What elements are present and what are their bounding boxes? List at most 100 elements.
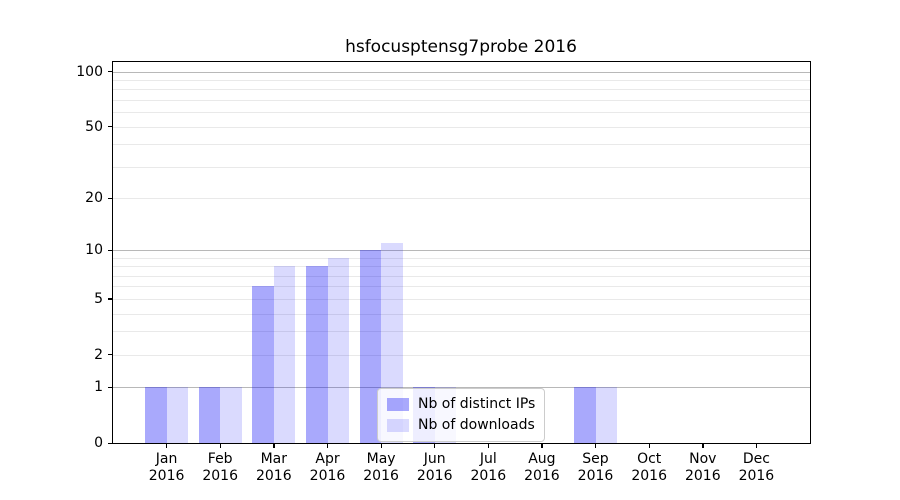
y-tick-label-5: 5 xyxy=(94,290,103,307)
major-gridline-100 xyxy=(113,71,810,73)
y-tick-mark-10 xyxy=(108,249,113,251)
x-tick-month: Feb xyxy=(207,451,233,467)
x-tick-mark-jul xyxy=(487,443,490,448)
x-tick-month: Oct xyxy=(637,451,662,467)
minor-gridline-70 xyxy=(113,100,810,101)
minor-gridline-4 xyxy=(113,313,810,315)
x-tick-mark-jan xyxy=(166,443,168,448)
bar-nb-of-distinct-ips-jan xyxy=(145,387,167,443)
x-tick-label-sep: Sep 2016 xyxy=(568,451,624,485)
x-tick-mark-oct xyxy=(648,443,650,448)
y-tick-mark-1 xyxy=(108,386,113,388)
x-tick-mark-apr xyxy=(327,443,329,448)
x-tick-mark-sep xyxy=(595,443,597,448)
legend-swatch-distinct-ips xyxy=(387,398,409,411)
minor-gridline-40 xyxy=(113,144,810,146)
x-tick-month: Apr xyxy=(315,451,340,467)
minor-gridline-8 xyxy=(113,266,810,268)
x-tick-year: 2016 xyxy=(363,468,399,484)
y-tick-label-2: 2 xyxy=(94,346,103,363)
y-tick-label-1: 1 xyxy=(94,379,103,396)
x-tick-label-jul: Jul 2016 xyxy=(460,451,516,485)
minor-gridline-5 xyxy=(113,298,810,300)
bar-nb-of-distinct-ips-feb xyxy=(198,387,221,443)
x-tick-month: Jan xyxy=(155,451,178,467)
bar-nb-of-downloads-sep xyxy=(595,387,617,443)
major-gridline-10 xyxy=(113,250,810,251)
minor-gridline-30 xyxy=(113,166,810,168)
x-tick-label-dec: Dec 2016 xyxy=(728,451,784,485)
x-tick-label-nov: Nov 2016 xyxy=(675,451,731,485)
y-tick-mark-100 xyxy=(108,71,113,73)
legend-label-distinct-ips: Nb of distinct IPs xyxy=(418,396,536,412)
y-tick-mark-50 xyxy=(108,126,113,128)
x-tick-month: Nov xyxy=(689,451,717,467)
minor-gridline-7 xyxy=(113,275,810,277)
x-tick-year: 2016 xyxy=(202,468,238,484)
minor-gridline-6 xyxy=(113,286,810,288)
minor-gridline-50 xyxy=(113,126,810,128)
x-tick-label-oct: Oct 2016 xyxy=(621,451,677,485)
x-tick-month: Mar xyxy=(260,451,287,467)
x-tick-mark-jun xyxy=(434,443,436,448)
y-tick-label-10: 10 xyxy=(85,242,103,258)
bar-nb-of-downloads-feb xyxy=(220,387,242,443)
x-tick-month: Jul xyxy=(479,451,497,467)
x-tick-year: 2016 xyxy=(631,468,667,484)
chart-title: hsfocusptensg7probe 2016 xyxy=(345,37,577,57)
x-tick-year: 2016 xyxy=(255,468,292,484)
bar-nb-of-distinct-ips-may xyxy=(359,250,382,443)
minor-gridline-9 xyxy=(113,257,810,259)
minor-gridline-20 xyxy=(113,198,810,199)
x-tick-label-mar: Mar 2016 xyxy=(246,451,302,485)
y-tick-mark-20 xyxy=(108,197,113,199)
y-tick-label-20: 20 xyxy=(85,190,103,206)
legend-row-distinct-ips: Nb of distinct IPs xyxy=(387,394,535,415)
x-tick-year: 2016 xyxy=(148,468,185,484)
bar-nb-of-downloads-apr xyxy=(327,257,349,443)
x-tick-year: 2016 xyxy=(577,468,614,484)
x-tick-mark-mar xyxy=(273,443,275,448)
x-tick-month: Aug xyxy=(528,451,556,467)
x-tick-mark-aug xyxy=(541,443,543,448)
x-tick-year: 2016 xyxy=(309,468,346,484)
x-tick-year: 2016 xyxy=(470,468,507,484)
minor-gridline-60 xyxy=(113,112,810,114)
x-tick-label-jan: Jan 2016 xyxy=(139,451,195,485)
x-tick-year: 2016 xyxy=(738,468,775,484)
x-tick-month: Dec xyxy=(742,451,770,467)
legend-label-downloads: Nb of downloads xyxy=(418,417,535,433)
y-tick-label-0: 0 xyxy=(94,435,103,451)
minor-gridline-90 xyxy=(113,80,810,81)
legend-row-downloads: Nb of downloads xyxy=(387,415,535,436)
minor-gridline-2 xyxy=(113,354,810,356)
x-tick-label-may: May 2016 xyxy=(353,451,409,485)
x-tick-month: May xyxy=(366,451,396,467)
y-tick-mark-0 xyxy=(108,442,113,444)
x-tick-year: 2016 xyxy=(416,468,453,484)
x-tick-label-feb: Feb 2016 xyxy=(192,451,248,485)
bar-nb-of-distinct-ips-apr xyxy=(306,266,328,443)
bar-nb-of-downloads-mar xyxy=(273,266,296,443)
major-gridline-1 xyxy=(113,387,810,389)
y-tick-label-50: 50 xyxy=(85,118,103,135)
minor-gridline-3 xyxy=(113,331,810,333)
plot-area: 100 50 20 10 5 2 1 0 Jan 2016 Feb 2016 Mar 2016 Apr 20… xyxy=(76,61,811,484)
x-tick-year: 2016 xyxy=(684,468,721,484)
x-tick-label-apr: Apr 2016 xyxy=(300,451,356,485)
x-tick-mark-feb xyxy=(219,443,221,448)
bar-nb-of-distinct-ips-sep xyxy=(574,387,596,443)
y-tick-label-100: 100 xyxy=(76,63,103,80)
x-tick-mark-nov xyxy=(702,443,704,448)
y-tick-mark-2 xyxy=(108,354,113,356)
x-tick-mark-may xyxy=(380,443,382,448)
x-tick-mark-dec xyxy=(755,443,758,448)
x-tick-label-aug: Aug 2016 xyxy=(514,451,570,485)
legend: Nb of distinct IPs Nb of downloads xyxy=(377,388,545,442)
bar-nb-of-downloads-jan xyxy=(166,387,189,443)
y-tick-mark-5 xyxy=(108,298,113,300)
minor-gridline-80 xyxy=(113,89,810,91)
x-tick-month: Sep xyxy=(582,451,609,467)
x-tick-year: 2016 xyxy=(524,468,560,484)
